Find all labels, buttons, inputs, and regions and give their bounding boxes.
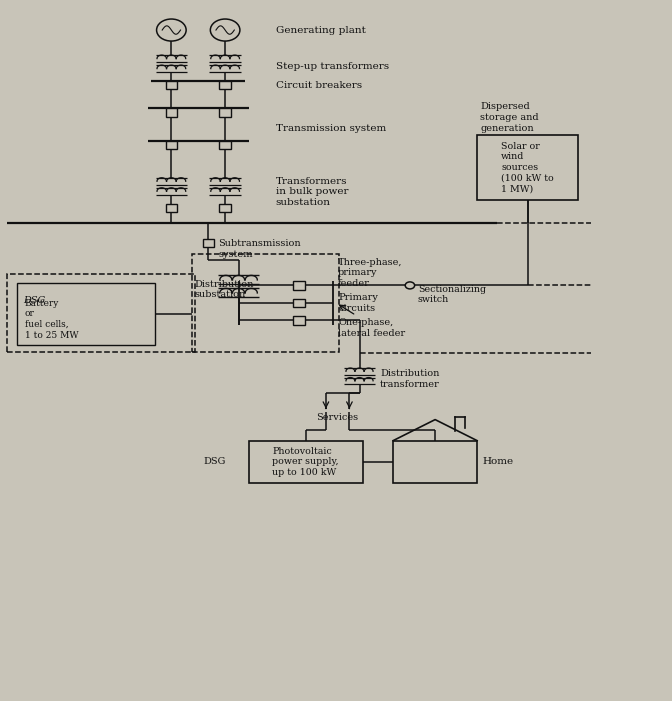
Text: Dispersed
storage and
generation
(DSG): Dispersed storage and generation (DSG) [480, 102, 539, 143]
Text: One-phase,
lateral feeder: One-phase, lateral feeder [338, 318, 405, 338]
Bar [477, 135, 578, 200]
Text: Primary
circuits: Primary circuits [338, 293, 378, 313]
Bar [165, 203, 177, 212]
Bar [293, 316, 305, 325]
Text: Transformers
in bulk power
substation: Transformers in bulk power substation [276, 177, 348, 207]
Bar [165, 81, 177, 90]
Bar [17, 283, 155, 346]
Text: Services: Services [317, 413, 359, 422]
Text: DSG: DSG [24, 296, 46, 305]
Text: Three-phase,
primary
feeder: Three-phase, primary feeder [338, 258, 403, 288]
Text: Step-up transformers: Step-up transformers [276, 62, 388, 71]
Bar [7, 274, 195, 351]
Text: Subtransmission
system: Subtransmission system [218, 239, 301, 259]
Text: Solar or
wind
sources
(100 kW to
1 MW): Solar or wind sources (100 kW to 1 MW) [501, 142, 554, 193]
Bar [293, 281, 305, 290]
Text: Transmission system: Transmission system [276, 125, 386, 133]
Bar [219, 109, 231, 117]
Bar [249, 441, 363, 483]
Text: Photovoltaic
power supply,
up to 100 kW: Photovoltaic power supply, up to 100 kW [272, 447, 339, 477]
Text: Sectionalizing
switch: Sectionalizing switch [418, 285, 486, 304]
Bar [165, 109, 177, 117]
Text: Distribution
substation: Distribution substation [195, 280, 254, 299]
Text: Battery
or
fuel cells,
1 to 25 MW: Battery or fuel cells, 1 to 25 MW [25, 299, 79, 340]
Bar [165, 141, 177, 149]
Text: Generating plant: Generating plant [276, 25, 366, 34]
Bar [219, 81, 231, 90]
Bar [219, 203, 231, 212]
Text: DSG: DSG [204, 458, 226, 466]
Text: Home: Home [482, 458, 513, 466]
Bar [203, 238, 214, 247]
Bar [393, 441, 477, 483]
Text: Distribution
transformer: Distribution transformer [380, 369, 439, 389]
Bar [219, 141, 231, 149]
Text: Circuit breakers: Circuit breakers [276, 81, 362, 90]
Bar [192, 254, 339, 351]
Bar [293, 299, 305, 307]
